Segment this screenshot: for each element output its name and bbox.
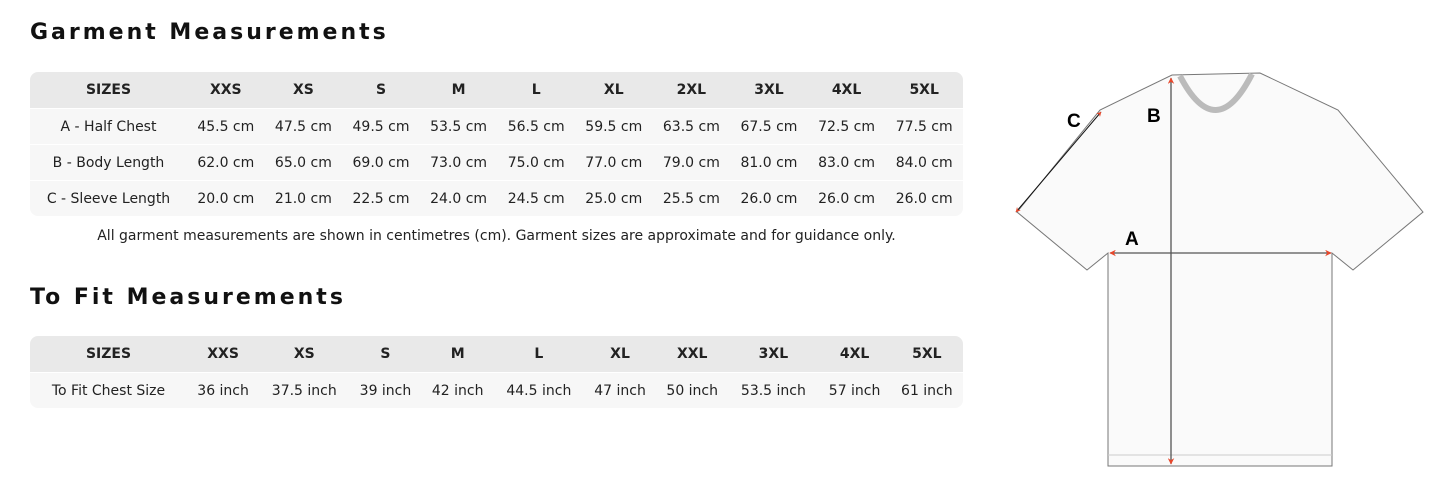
row-label: To Fit Chest Size: [30, 372, 187, 408]
table-cell: 50 inch: [656, 372, 729, 408]
column-header: M: [421, 336, 494, 373]
table-cell: 73.0 cm: [419, 144, 498, 181]
table-cell: 62.0 cm: [187, 144, 265, 181]
column-header: 5XL: [890, 336, 963, 373]
garment-note: All garment measurements are shown in ce…: [97, 228, 896, 244]
table-cell: 67.5 cm: [730, 108, 808, 145]
label-a: A: [1125, 229, 1139, 250]
table-cell: 63.5 cm: [652, 108, 731, 145]
table-row: B - Body Length 62.0 cm 65.0 cm 69.0 cm 73.0…: [30, 144, 963, 181]
table-cell: 59.5 cm: [574, 108, 653, 145]
table-cell: 20.0 cm: [187, 180, 265, 216]
table-cell: 83.0 cm: [807, 144, 886, 181]
column-header: XL: [574, 72, 653, 109]
table-cell: 45.5 cm: [187, 108, 265, 145]
table-cell: 24.5 cm: [497, 180, 575, 216]
table-row: C - Sleeve Length 20.0 cm 21.0 cm 22.5 cm 24…: [30, 180, 963, 216]
fit-title: To Fit Measurements: [30, 285, 346, 310]
table-cell: 79.0 cm: [652, 144, 731, 181]
table-cell: 49.5 cm: [342, 108, 420, 145]
table-cell: 84.0 cm: [885, 144, 963, 181]
table-cell: 57 inch: [818, 372, 891, 408]
table-cell: 25.5 cm: [652, 180, 731, 216]
column-header: 4XL: [807, 72, 886, 109]
column-header: M: [419, 72, 498, 109]
column-header: XL: [583, 336, 657, 373]
column-header: 2XL: [652, 72, 731, 109]
table-cell: 81.0 cm: [730, 144, 808, 181]
column-header: L: [493, 336, 584, 373]
column-header: S: [349, 336, 422, 373]
column-header: SIZES: [30, 336, 187, 373]
table-row: To Fit Chest Size 36 inch 37.5 inch 39 inch…: [30, 372, 963, 408]
column-header: 4XL: [818, 336, 891, 373]
table-cell: 75.0 cm: [497, 144, 575, 181]
label-b: B: [1147, 106, 1161, 127]
row-label: B - Body Length: [30, 144, 187, 181]
table-cell: 37.5 inch: [259, 372, 350, 408]
column-header: XS: [259, 336, 350, 373]
table-cell: 61 inch: [890, 372, 963, 408]
collar: [1177, 72, 1255, 113]
table-cell: 44.5 inch: [493, 372, 584, 408]
table-cell: 69.0 cm: [342, 144, 420, 181]
garment-table: SIZES XXS XS S M L XL 2XL 3XL 4XL 5XL A - Half Che…: [30, 72, 963, 216]
table-cell: 56.5 cm: [497, 108, 575, 145]
table-cell: 26.0 cm: [730, 180, 808, 216]
table-cell: 53.5 cm: [419, 108, 498, 145]
column-header: SIZES: [30, 72, 187, 109]
column-header: 3XL: [728, 336, 819, 373]
table-cell: 77.0 cm: [574, 144, 653, 181]
row-label: C - Sleeve Length: [30, 180, 187, 216]
column-header: XXS: [187, 336, 260, 373]
column-header: 5XL: [885, 72, 963, 109]
table-cell: 65.0 cm: [264, 144, 343, 181]
table-row: A - Half Chest 45.5 cm 47.5 cm 49.5 cm 53.5 …: [30, 108, 963, 145]
column-header: S: [342, 72, 420, 109]
fit-table: SIZES XXS XS S M L XL XXL 3XL 4XL 5XL To Fit Chest…: [30, 336, 963, 408]
table-cell: 36 inch: [187, 372, 260, 408]
table-cell: 47 inch: [583, 372, 657, 408]
table-cell: 22.5 cm: [342, 180, 420, 216]
arrow-c: [1015, 111, 1102, 213]
table-cell: 39 inch: [349, 372, 422, 408]
table-cell: 47.5 cm: [264, 108, 343, 145]
column-header: XXL: [656, 336, 729, 373]
table-cell: 25.0 cm: [574, 180, 653, 216]
table-cell: 24.0 cm: [419, 180, 498, 216]
table-cell: 53.5 inch: [728, 372, 819, 408]
column-header: L: [497, 72, 575, 109]
label-c: C: [1067, 111, 1081, 132]
table-cell: 42 inch: [421, 372, 494, 408]
table-cell: 26.0 cm: [807, 180, 886, 216]
row-label: A - Half Chest: [30, 108, 187, 145]
table-cell: 72.5 cm: [807, 108, 886, 145]
garment-title: Garment Measurements: [30, 20, 389, 45]
table-cell: 77.5 cm: [885, 108, 963, 145]
table-cell: 26.0 cm: [885, 180, 963, 216]
column-header: XXS: [187, 72, 265, 109]
column-header: 3XL: [730, 72, 808, 109]
column-header: XS: [264, 72, 343, 109]
table-cell: 21.0 cm: [264, 180, 343, 216]
